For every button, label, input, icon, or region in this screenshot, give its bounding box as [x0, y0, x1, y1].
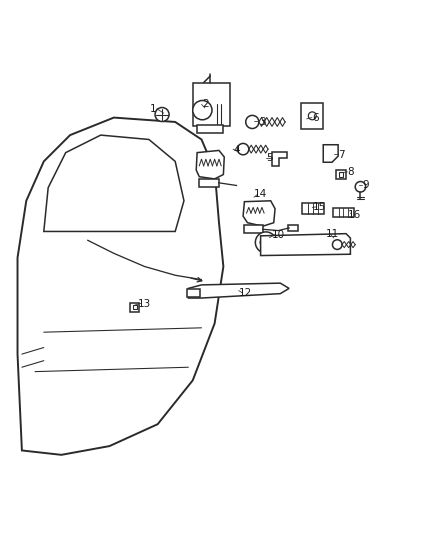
Circle shape: [332, 240, 342, 249]
Polygon shape: [196, 150, 224, 179]
Text: 4: 4: [233, 146, 240, 156]
Circle shape: [308, 112, 316, 120]
Text: 14: 14: [254, 189, 267, 199]
Bar: [187, 289, 200, 297]
Bar: [333, 208, 354, 217]
Bar: [288, 225, 298, 231]
Bar: [244, 225, 263, 233]
Text: 6: 6: [312, 112, 319, 123]
Bar: [130, 303, 139, 312]
Bar: [336, 170, 346, 179]
Text: 12: 12: [239, 288, 252, 298]
Text: 8: 8: [347, 167, 354, 177]
Text: 2: 2: [202, 100, 209, 109]
Polygon shape: [243, 201, 275, 226]
Polygon shape: [261, 233, 350, 255]
Polygon shape: [272, 152, 287, 166]
Bar: [133, 305, 137, 310]
Circle shape: [260, 237, 272, 248]
Text: 3: 3: [259, 117, 266, 127]
Bar: [193, 83, 230, 126]
Bar: [302, 203, 324, 214]
Circle shape: [246, 115, 259, 128]
Text: 5: 5: [266, 153, 273, 163]
Polygon shape: [188, 283, 289, 298]
Text: 7: 7: [338, 150, 345, 160]
Bar: [197, 125, 223, 133]
Circle shape: [255, 232, 276, 253]
Bar: [339, 172, 343, 177]
Text: 10: 10: [272, 230, 285, 240]
Bar: [301, 103, 323, 128]
Text: 9: 9: [362, 181, 369, 190]
Text: 13: 13: [138, 298, 151, 309]
Text: 15: 15: [313, 203, 326, 212]
Text: 16: 16: [348, 210, 361, 220]
Text: 11: 11: [326, 229, 339, 239]
Circle shape: [237, 143, 249, 155]
Circle shape: [193, 101, 212, 120]
Polygon shape: [323, 145, 338, 162]
Circle shape: [355, 182, 366, 192]
Circle shape: [155, 108, 169, 122]
Text: 1: 1: [150, 104, 157, 114]
Bar: [199, 179, 219, 187]
